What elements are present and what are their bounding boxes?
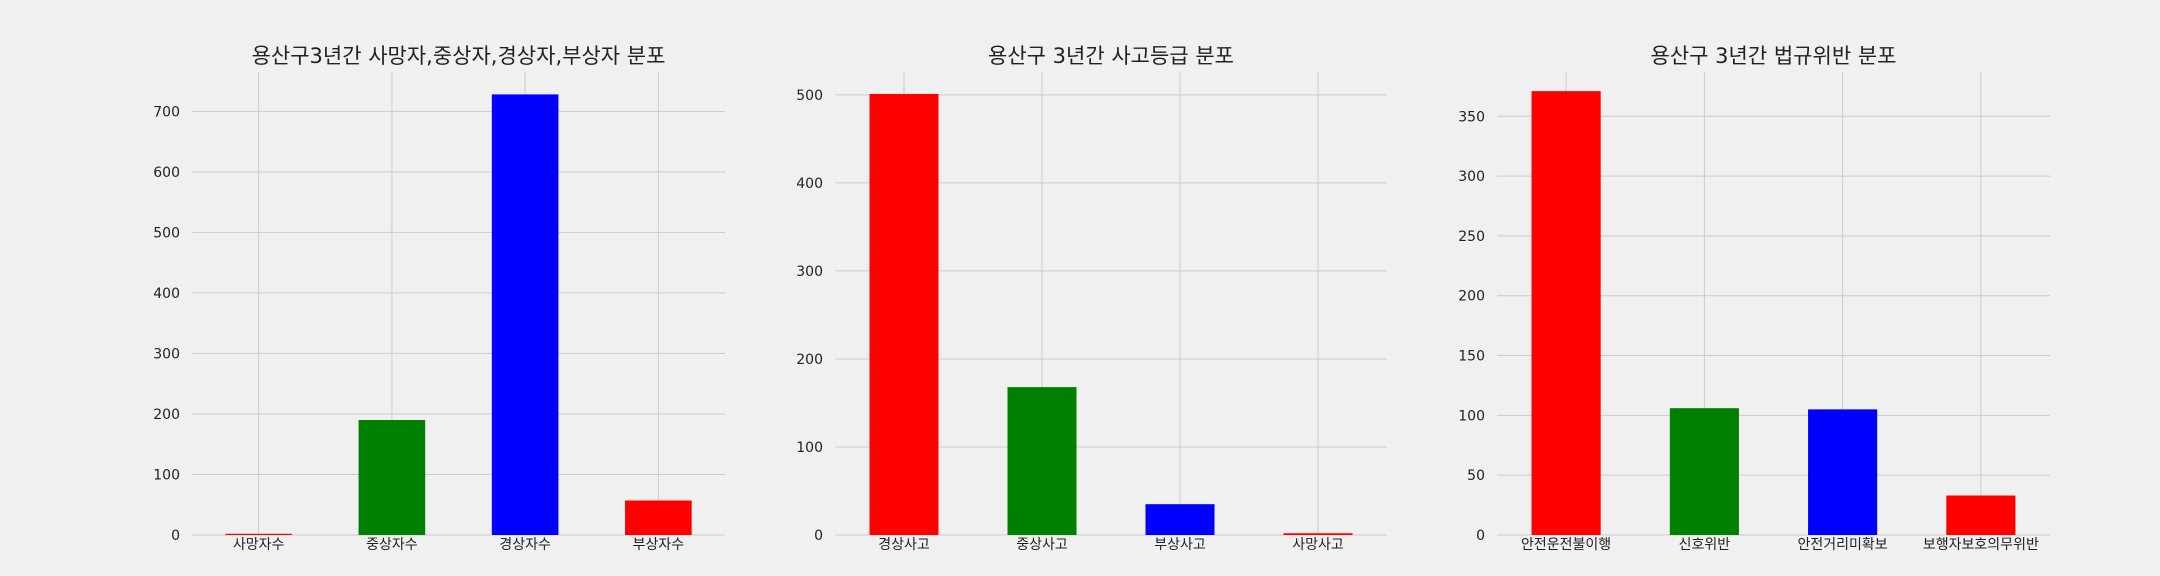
x-tick-label: 사망자수 <box>233 537 285 553</box>
bar <box>1007 387 1077 535</box>
y-tick-label: 100 <box>1458 408 1485 424</box>
bar <box>358 420 426 535</box>
y-tick-label: 200 <box>796 352 823 368</box>
x-tick-label: 경상사고 <box>878 537 930 553</box>
y-tick-label: 200 <box>153 407 180 423</box>
y-tick-label: 400 <box>153 286 180 302</box>
bar <box>1808 409 1878 535</box>
chart-title: 용산구3년간 사망자,중상자,경상자,부상자 분포 <box>252 44 666 68</box>
x-tick-label: 보행자보호의무위반 <box>1923 537 2039 553</box>
chart-title: 용산구 3년간 사고등급 분포 <box>988 44 1234 68</box>
y-tick-label: 200 <box>1458 289 1485 305</box>
y-tick-label: 150 <box>1458 349 1485 365</box>
bar <box>1531 91 1601 535</box>
x-tick-label: 신호위반 <box>1679 537 1731 553</box>
bar <box>1145 504 1215 535</box>
x-tick-label: 부상자수 <box>633 537 685 553</box>
y-tick-label: 0 <box>814 528 823 544</box>
bar <box>625 500 692 535</box>
chart-2: 0 100 200 300 400 500 경상사고 중상사고 부상사고 사망사고 용산구 3년간 … <box>796 44 1387 553</box>
bar <box>491 94 559 535</box>
y-tick-label: 100 <box>153 467 180 483</box>
chart-3: 0 50 100 150 200 250 300 350 안전운전불이행 신호위반 안전거리미확보 보… <box>1458 44 2050 553</box>
y-tick-label: 500 <box>796 88 823 104</box>
y-tick-label: 600 <box>153 165 180 181</box>
y-tick-label: 300 <box>796 264 823 280</box>
x-tick-label: 중상자수 <box>366 537 418 553</box>
y-tick-label: 300 <box>153 346 180 362</box>
bar <box>1283 533 1353 535</box>
bar <box>225 533 292 535</box>
x-tick-label: 부상사고 <box>1154 537 1206 553</box>
y-tick-label: 700 <box>153 104 180 120</box>
x-tick-label: 안전거리미확보 <box>1798 537 1888 553</box>
x-tick-label: 경상자수 <box>499 537 551 553</box>
y-tick-label: 300 <box>1458 169 1485 185</box>
y-tick-label: 0 <box>171 528 180 544</box>
chart-1: 0 100 200 300 400 500 600 700 사망자수 중상자수 경상자수 부상자수 용산… <box>153 44 725 553</box>
y-tick-label: 500 <box>153 225 180 241</box>
y-tick-label: 100 <box>796 440 823 456</box>
y-tick-label: 50 <box>1467 468 1485 484</box>
y-tick-label: 250 <box>1458 229 1485 245</box>
x-tick-label: 중상사고 <box>1016 537 1068 553</box>
y-tick-label: 350 <box>1458 109 1485 125</box>
x-tick-label: 사망사고 <box>1292 537 1344 553</box>
bar <box>1946 495 2016 535</box>
chart-title: 용산구 3년간 법규위반 분포 <box>1651 44 1897 68</box>
bar <box>1669 408 1739 535</box>
y-tick-label: 0 <box>1476 528 1485 544</box>
bar <box>869 94 939 535</box>
x-tick-label: 안전운전불이행 <box>1521 537 1611 553</box>
y-tick-label: 400 <box>796 176 823 192</box>
